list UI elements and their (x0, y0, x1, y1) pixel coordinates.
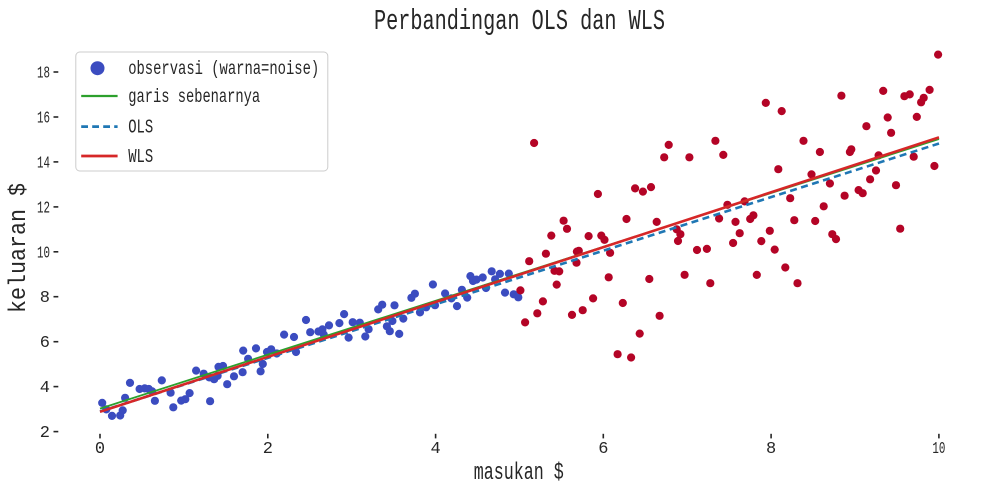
svg-text:2: 2 (263, 440, 273, 459)
svg-text:10: 10 (37, 244, 50, 263)
svg-text:4: 4 (430, 440, 440, 459)
svg-text:keluaran $: keluaran $ (6, 183, 33, 313)
svg-text:18: 18 (37, 65, 50, 84)
svg-text:8: 8 (40, 289, 50, 308)
svg-text:Perbandingan OLS dan WLS: Perbandingan OLS dan WLS (374, 5, 665, 38)
svg-text:4: 4 (40, 379, 50, 398)
svg-text:OLS: OLS (128, 117, 153, 139)
svg-text:16: 16 (37, 110, 50, 129)
svg-text:WLS: WLS (128, 146, 153, 168)
svg-text:6: 6 (40, 334, 50, 353)
svg-text:6: 6 (598, 440, 608, 459)
svg-text:10: 10 (932, 440, 945, 459)
svg-text:garis sebenarnya: garis sebenarnya (128, 86, 260, 108)
svg-text:14: 14 (37, 154, 50, 173)
svg-text:observasi (warna=noise): observasi (warna=noise) (128, 58, 319, 80)
svg-text:2: 2 (40, 424, 50, 443)
svg-text:0: 0 (95, 440, 105, 459)
svg-text:12: 12 (37, 199, 50, 218)
svg-text:masukan $: masukan $ (474, 460, 564, 487)
svg-text:8: 8 (766, 440, 776, 459)
